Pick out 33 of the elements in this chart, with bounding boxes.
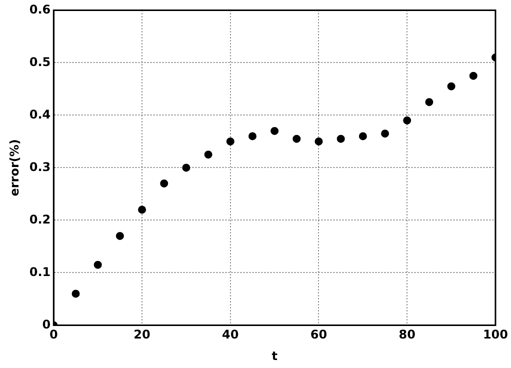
x-tick-label: 20: [134, 328, 150, 342]
point: [270, 126, 279, 135]
y-tick-label: 0: [42, 317, 51, 332]
y-tick-label: 0.1: [29, 264, 51, 279]
point: [72, 290, 80, 298]
point: [160, 179, 168, 188]
y-tick-label: 0.3: [29, 160, 51, 174]
y-tick-label: 0.4: [29, 107, 51, 122]
point: [425, 98, 434, 106]
point: [94, 260, 102, 269]
x-axis-title: t: [272, 348, 278, 363]
point: [116, 232, 124, 240]
point: [292, 134, 301, 143]
x-tick-label: 60: [310, 328, 328, 342]
point: [138, 206, 146, 214]
x-tick-label: 100: [482, 328, 508, 342]
point: [248, 132, 256, 140]
point: [403, 116, 412, 124]
point: [447, 82, 456, 90]
point: [336, 134, 345, 143]
y-axis-title: error(%): [7, 139, 22, 196]
point: [182, 164, 190, 172]
x-tick-label: 40: [222, 328, 239, 342]
point: [204, 150, 212, 159]
x-tick-label: 80: [398, 328, 416, 342]
point: [314, 137, 323, 146]
y-tick-label: 0.2: [29, 212, 51, 226]
point: [358, 132, 367, 140]
point: [381, 130, 390, 138]
point: [469, 72, 478, 80]
y-tick-label: 0.6: [29, 2, 51, 16]
point: [226, 137, 234, 146]
y-tick-label: 0.5: [29, 54, 51, 69]
